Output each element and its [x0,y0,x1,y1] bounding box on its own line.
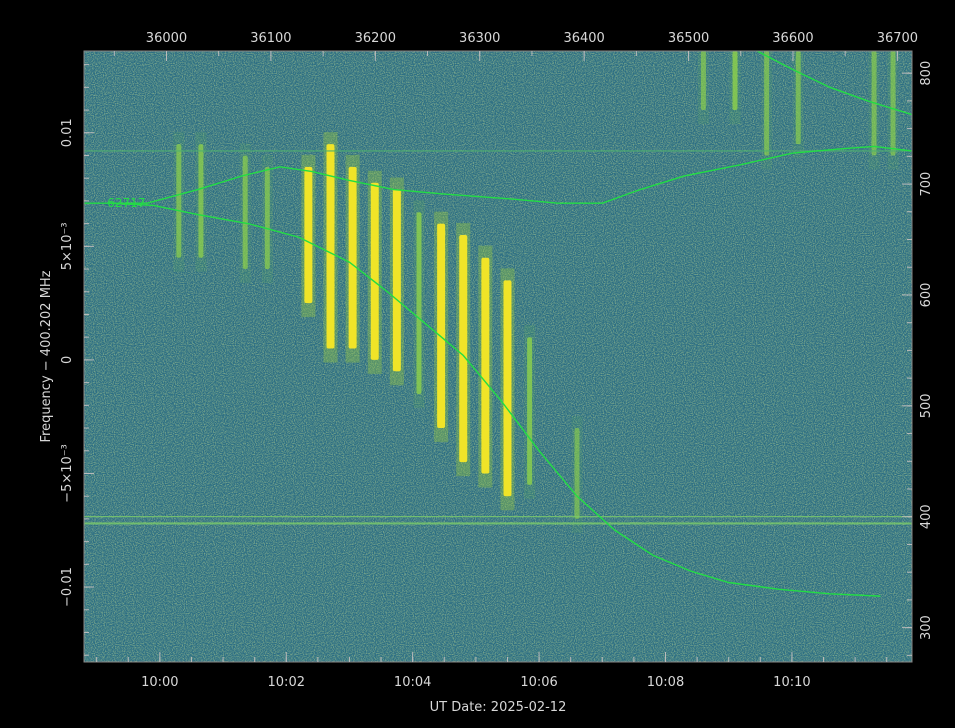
signal-burst [764,51,770,156]
signal-burst [795,51,801,145]
noise-texture [84,51,912,662]
tick-label: 800 [919,61,934,86]
tick-label: 10:04 [394,675,431,690]
signal-burst [264,166,270,270]
signal-burst [326,144,335,349]
signal-bursts [173,51,899,533]
tick-label: 10:08 [647,675,684,690]
tick-label: 500 [919,393,934,418]
signal-burst [392,189,401,372]
tick-label: 600 [919,283,934,308]
signal-burst [416,212,422,394]
x-axis-title: UT Date: 2025-02-12 [430,700,567,715]
tick-label: 36600 [772,31,813,46]
corner-trace [756,51,912,116]
upper-trace [84,145,912,204]
signal-burst [176,144,182,258]
tick-label: −0.01 [60,567,75,607]
axes: 10:00 10:02 10:04 10:06 10:08 10:10 36000 36100… [60,31,934,690]
horizontal-interference-lines [84,150,912,525]
tick-label: −5×10⁻³ [60,444,75,503]
doppler-trace [109,202,881,597]
tick-label: 36500 [668,31,709,46]
signal-burst [700,51,706,111]
plot-area [84,51,912,662]
tick-label: 300 [919,615,934,640]
tick-label: 5×10⁻³ [60,222,75,270]
tick-label: 36400 [563,31,604,46]
tick-label: 10:02 [268,675,305,690]
signal-burst [370,182,379,360]
doppler-traces [84,51,912,597]
signal-burst [459,234,468,463]
tick-label: 36300 [459,31,500,46]
tick-label: 36700 [877,31,918,46]
tick-label: 36200 [355,31,396,46]
signal-burst [527,337,533,485]
signal-burst [574,428,580,519]
signal-burst [503,280,512,497]
signal-burst [890,51,896,156]
tick-label: 0 [60,356,75,364]
signal-burst [437,223,446,429]
signal-burst [732,51,738,111]
plot-frame [83,50,913,663]
tick-label: 400 [919,504,934,529]
tick-label: 10:00 [141,675,178,690]
trace-label: 62717 [107,196,145,210]
tick-label: 0.01 [60,118,75,147]
signal-burst [481,257,490,474]
tick-label: 10:10 [773,675,810,690]
tick-label: 700 [919,172,934,197]
tick-label: 36000 [146,31,187,46]
y-axis-title: Frequency − 400.202 MHz [39,270,54,442]
tick-label: 10:06 [520,675,557,690]
signal-burst [198,144,204,258]
signal-burst [242,155,248,270]
signal-burst [348,166,357,349]
signal-burst [304,166,313,304]
tick-label: 36100 [250,31,291,46]
